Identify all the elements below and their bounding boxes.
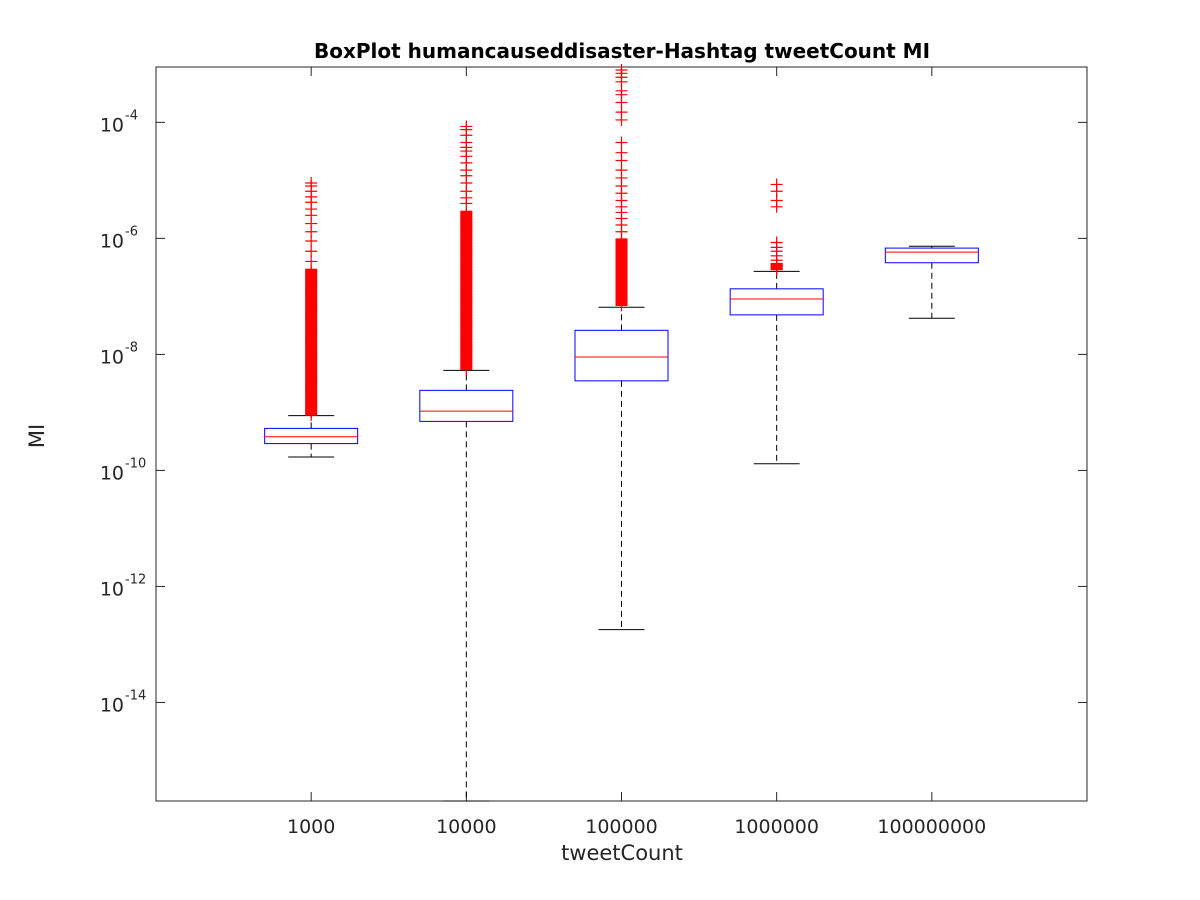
iqr-box — [419, 389, 514, 422]
x-tick-label: 100000000 — [877, 816, 986, 838]
x-tick: 1000 — [287, 67, 335, 838]
box-group-100000000 — [884, 245, 979, 319]
x-tick-label: 10000 — [436, 816, 496, 838]
outlier-point — [615, 136, 628, 149]
outlier-point — [460, 207, 473, 220]
y-tick-label: 10 — [100, 114, 124, 136]
x-tick: 100000000 — [877, 67, 986, 838]
y-axis-label: MI — [25, 424, 49, 448]
y-tick: 10 -10 — [100, 456, 1087, 484]
x-tick-label: 100000 — [585, 816, 658, 838]
box-group-1000 — [264, 177, 359, 458]
iqr-box — [884, 247, 979, 264]
y-tick: 10 -14 — [100, 688, 1087, 716]
outliers — [460, 120, 473, 376]
y-tick: 10 -12 — [100, 572, 1087, 600]
outlier-point — [305, 245, 318, 258]
y-tick-label: 10 — [100, 694, 124, 716]
outliers — [615, 63, 628, 312]
box-group-100000 — [574, 63, 669, 631]
iqr-box — [729, 288, 824, 316]
y-tick-label: 10 — [100, 346, 124, 368]
iqr-box — [574, 329, 669, 382]
x-axis-label: tweetCount — [561, 841, 683, 865]
y-tick-exponent: -14 — [125, 688, 146, 703]
x-tick-label: 1000 — [287, 816, 335, 838]
y-tick-label: 10 — [100, 578, 124, 600]
outlier-point — [770, 236, 783, 249]
iqr-box — [264, 427, 359, 445]
outlier-point — [615, 63, 628, 76]
y-tick: 10 -8 — [100, 340, 1087, 368]
chart-title: BoxPlot humancauseddisaster-Hashtag twee… — [314, 39, 930, 63]
y-tick-label: 10 — [100, 230, 124, 252]
box-group-10000 — [419, 120, 514, 802]
y-tick-exponent: -12 — [125, 572, 146, 587]
y-tick-exponent: -8 — [125, 340, 138, 355]
y-tick: 10 -4 — [100, 108, 1087, 136]
x-tick: 1000000 — [734, 67, 819, 838]
x-tick-label: 1000000 — [734, 816, 819, 838]
y-tick-exponent: -4 — [125, 108, 138, 123]
y-tick-label: 10 — [100, 462, 124, 484]
outlier-point — [770, 178, 783, 191]
y-tick-exponent: -6 — [125, 224, 138, 239]
outlier-point — [305, 255, 318, 268]
outlier-point — [460, 120, 473, 133]
outlier-point — [615, 146, 628, 159]
y-tick: 10 -6 — [100, 224, 1087, 252]
box-group-1000000 — [729, 178, 824, 465]
outlier-point — [305, 177, 318, 190]
y-tick-exponent: -10 — [125, 456, 146, 471]
outliers — [305, 177, 318, 422]
outliers — [770, 178, 783, 276]
